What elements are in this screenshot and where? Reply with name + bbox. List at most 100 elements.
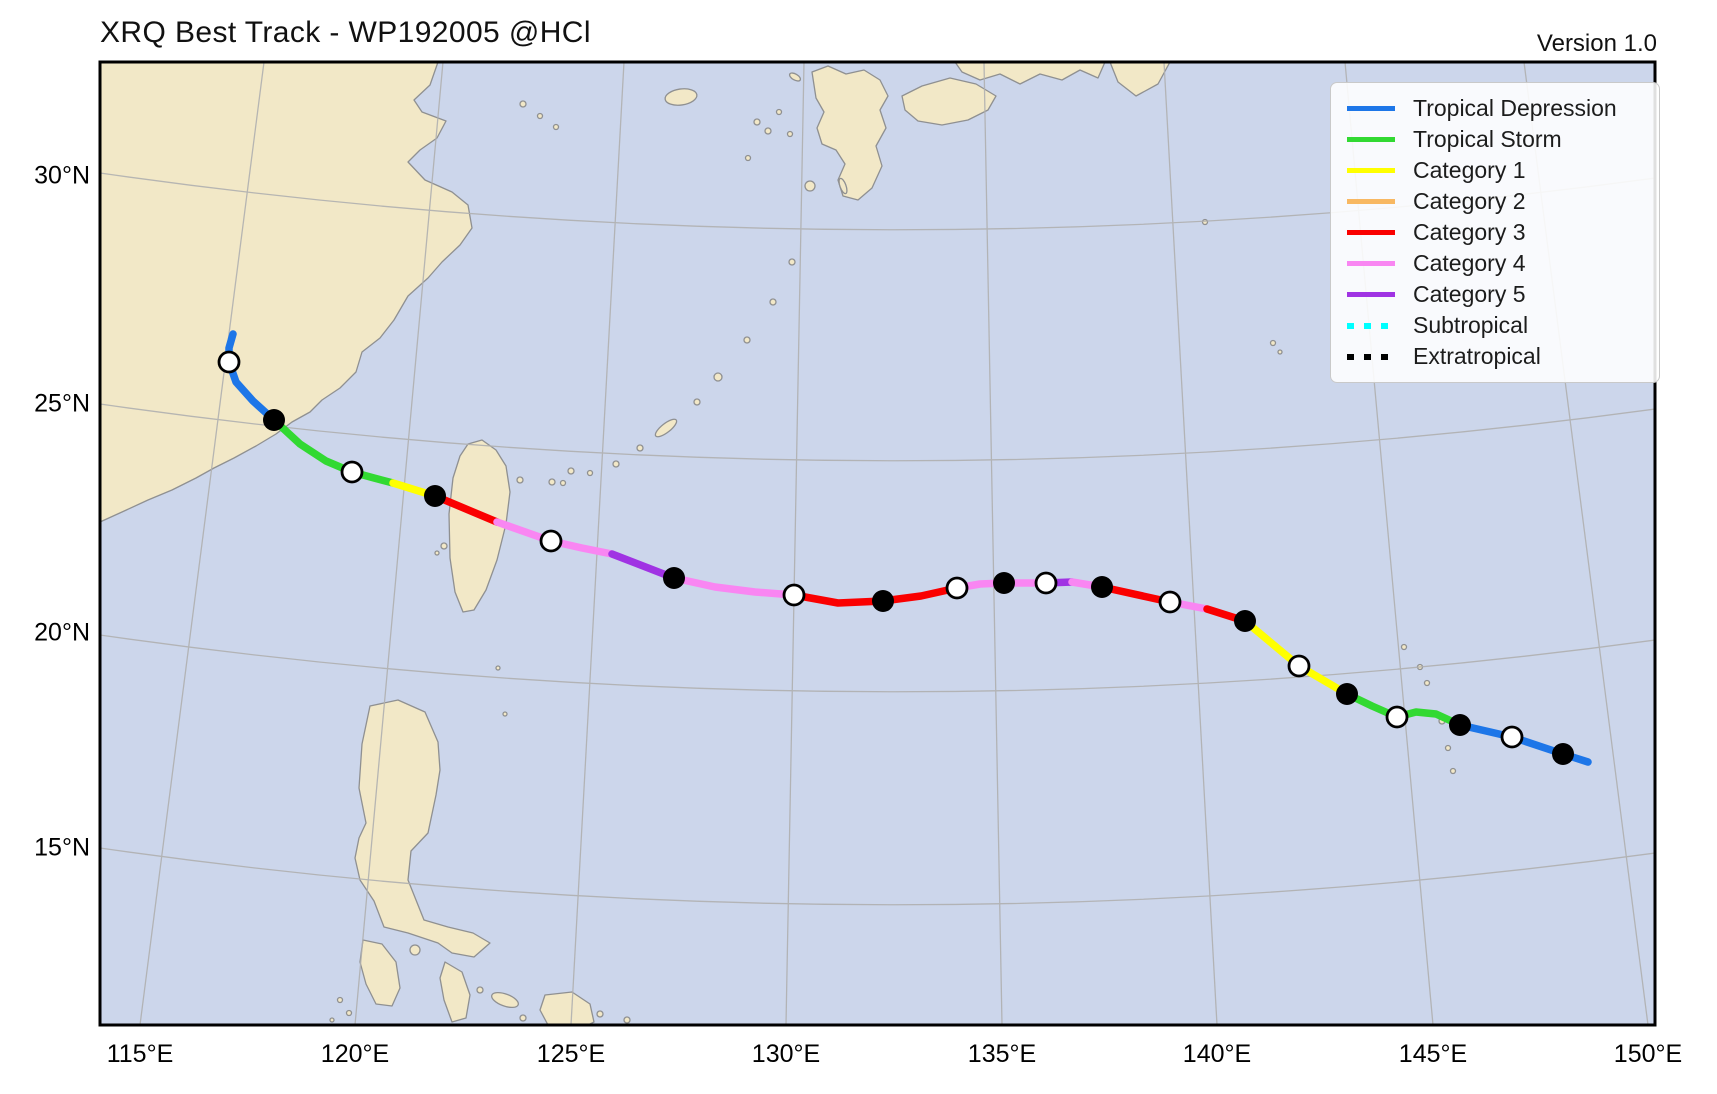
track-point-open — [1287, 654, 1311, 678]
islet — [536, 112, 544, 120]
track-segment-td — [1456, 721, 1592, 766]
landmass-honshu — [954, 62, 1106, 85]
islet — [623, 1016, 631, 1024]
ryukyu-islet — [516, 476, 524, 484]
track-point-filled — [263, 409, 285, 431]
y-tick-label: 25°N — [34, 389, 90, 418]
legend-swatch-c4 — [1347, 261, 1395, 266]
landmass-china — [100, 62, 473, 523]
legend-item-c3: Category 3 — [1331, 217, 1659, 248]
track-point-open — [1034, 571, 1058, 595]
x-tick-label: 115°E — [106, 1040, 174, 1068]
islet — [434, 550, 440, 556]
legend-item-ex: Extratropical — [1331, 341, 1659, 372]
ryukyu-islet — [788, 258, 796, 266]
ryukyu-islet — [693, 398, 701, 406]
version-label: Version 1.0 — [1536, 30, 1657, 57]
legend-label: Category 3 — [1413, 219, 1526, 245]
island-jeju — [664, 88, 698, 106]
island-tanegashima — [838, 177, 848, 195]
island-marinduque — [409, 944, 421, 956]
islet — [519, 1014, 527, 1022]
islet — [775, 108, 783, 116]
graticule — [100, 62, 1655, 1025]
island-okinawa — [654, 418, 678, 438]
x-tick-label: 150°E — [1613, 1040, 1683, 1068]
track-point-filled — [663, 567, 685, 589]
legend-swatch-c5 — [1347, 292, 1395, 297]
islet — [519, 100, 527, 108]
islet — [786, 130, 794, 138]
islet — [764, 127, 772, 135]
track-markers — [217, 350, 1574, 765]
ryukyu-islet — [548, 478, 556, 486]
island-tsushima — [788, 72, 802, 82]
ryukyu-islet — [636, 444, 644, 452]
track-segment-c3 — [431, 492, 501, 526]
bonin-islet — [1277, 349, 1283, 355]
bonin-islet — [1269, 339, 1277, 347]
legend-swatch-ss — [1347, 322, 1395, 329]
island-kyushu — [811, 65, 889, 201]
mariana-islet — [1400, 643, 1408, 651]
x-tick-label: 140°E — [1182, 1040, 1252, 1068]
legend-item-c1: Category 1 — [1331, 155, 1659, 186]
island-mindoro — [359, 939, 401, 1007]
legend-swatch-ts — [1347, 137, 1395, 142]
legend-item-ts: Tropical Storm — [1331, 124, 1659, 155]
track-point-open — [1158, 590, 1182, 614]
islet — [753, 118, 761, 126]
legend-label: Extratropical — [1413, 343, 1541, 369]
ryukyu-islet — [586, 469, 594, 477]
islet — [336, 996, 344, 1004]
islet — [476, 986, 484, 994]
mariana-islet — [1444, 744, 1452, 752]
legend-label: Category 4 — [1413, 250, 1526, 276]
legend-item-c4: Category 4 — [1331, 248, 1659, 279]
ryukyu-islet — [713, 372, 723, 382]
track-point-open — [782, 583, 806, 607]
legend-item-ss: Subtropical — [1331, 310, 1659, 341]
legend-swatch-c2 — [1347, 199, 1395, 204]
islet — [440, 542, 448, 550]
track-point-open — [1385, 705, 1409, 729]
mariana-islet — [1423, 679, 1431, 687]
track-segment-c4 — [493, 518, 616, 558]
legend-swatch-c3 — [1347, 230, 1395, 235]
bonin-islet — [1201, 218, 1209, 226]
track-point-filled — [993, 572, 1015, 594]
islet — [596, 1010, 604, 1018]
ryukyu-islet — [567, 467, 575, 475]
x-tick-label: 130°E — [751, 1040, 821, 1068]
legend-item-td: Tropical Depression — [1331, 93, 1659, 124]
x-tick-label: 120°E — [320, 1040, 390, 1068]
islet — [329, 1017, 335, 1023]
track-segment-c5 — [608, 550, 678, 582]
islet — [744, 154, 752, 162]
landmasses — [100, 62, 1457, 1025]
island-luzon — [354, 699, 491, 958]
landmass-honshu-east — [1109, 62, 1171, 97]
island-yakushima — [804, 180, 816, 192]
island-shikoku — [901, 77, 997, 126]
track-point-filled — [872, 590, 894, 612]
legend-swatch-c1 — [1347, 168, 1395, 173]
legend-label: Tropical Storm — [1413, 126, 1562, 152]
track-point-filled — [1449, 714, 1471, 736]
ryukyu-islet — [612, 460, 620, 468]
legend-label: Category 5 — [1413, 281, 1526, 307]
ryukyu-islet — [769, 298, 777, 306]
map-border — [98, 60, 1657, 1027]
track-point-open — [217, 350, 241, 374]
track-segment-c3 — [1098, 583, 1174, 606]
track-point-filled — [424, 485, 446, 507]
y-tick-label: 30°N — [34, 161, 90, 190]
legend-item-c5: Category 5 — [1331, 279, 1659, 310]
legend-label: Tropical Depression — [1413, 95, 1617, 121]
x-tick-label: 145°E — [1398, 1040, 1468, 1068]
x-tick-label: 125°E — [536, 1040, 606, 1068]
x-tick-label: 135°E — [967, 1040, 1037, 1068]
legend-label: Category 2 — [1413, 188, 1526, 214]
